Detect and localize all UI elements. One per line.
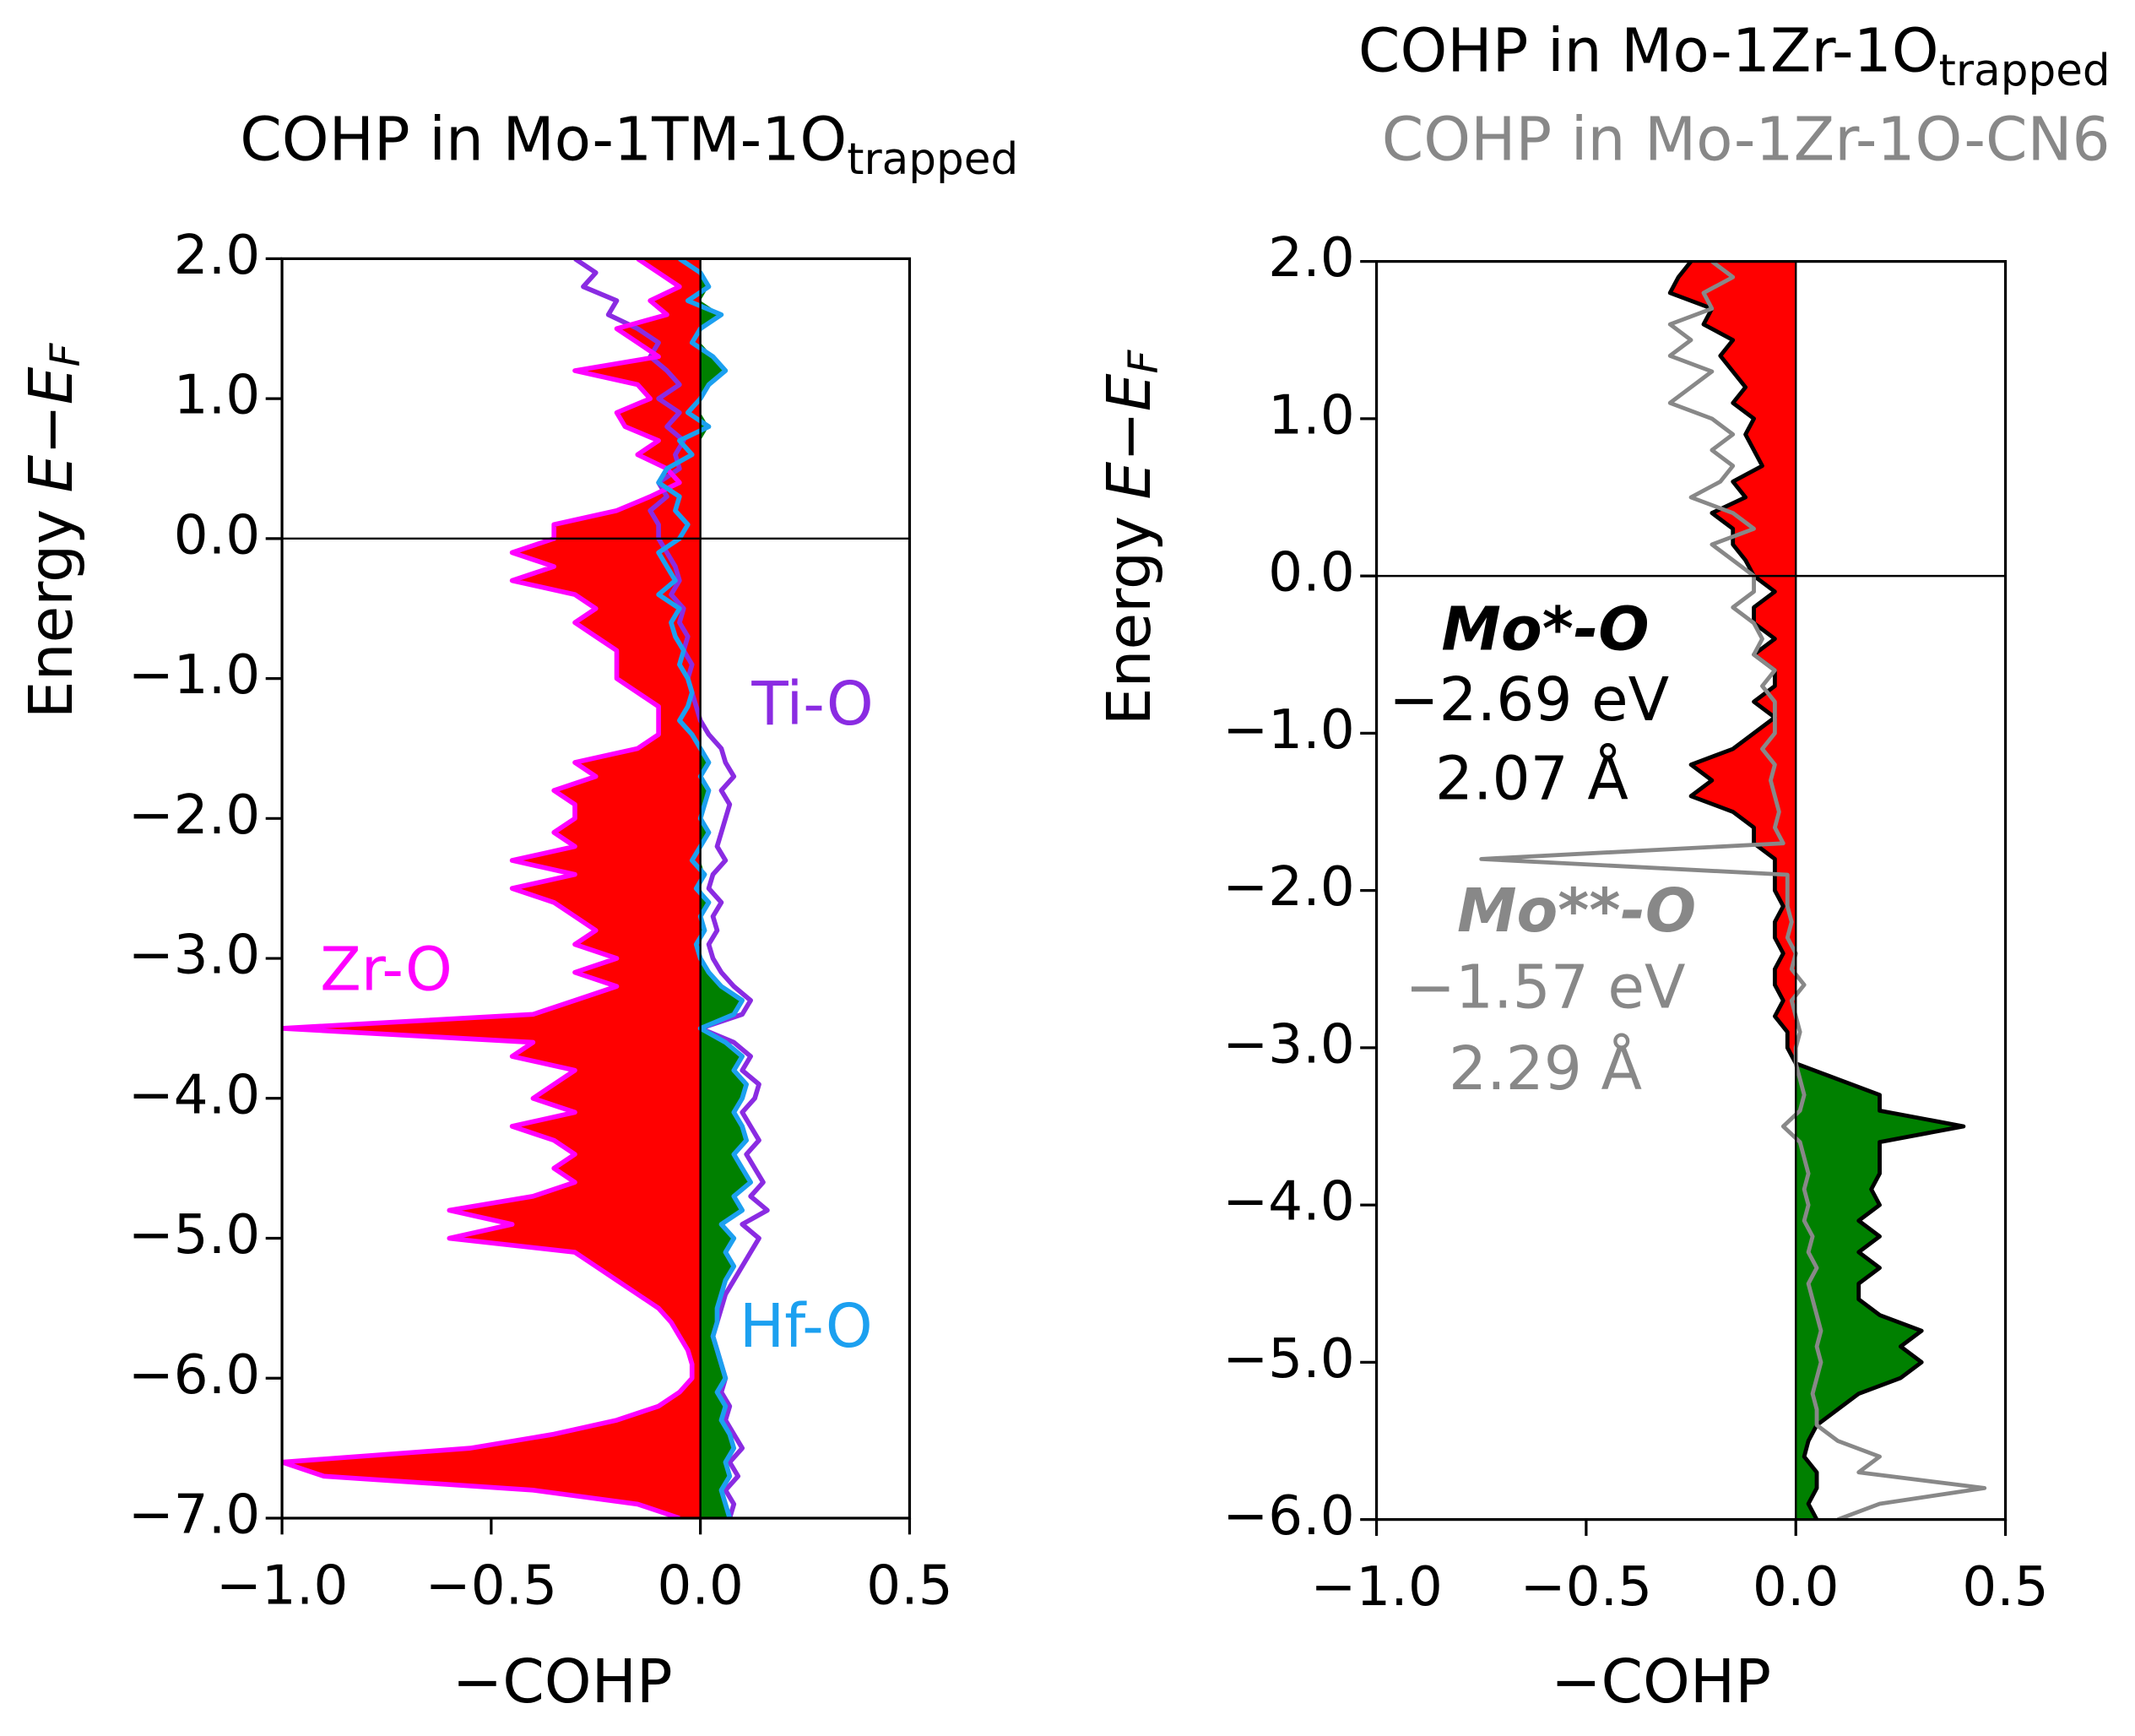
annotation: Mo**-O xyxy=(1457,876,1696,946)
y-tick-label: 2.0 xyxy=(174,224,261,287)
y-tick-label: −4.0 xyxy=(1222,1170,1355,1234)
y-axis-label-word: Energy xyxy=(1093,516,1163,725)
area-fill xyxy=(282,258,701,1518)
y-axis-label-math: E−E xyxy=(15,366,85,492)
annotation: 2.29 Å xyxy=(1449,1033,1642,1104)
chart-title: COHP in Mo-1TM-1Otrapped xyxy=(240,104,1018,185)
series-line xyxy=(1667,261,1966,1520)
x-tick-label: 0.5 xyxy=(1962,1555,2049,1619)
x-tick-label: −1.0 xyxy=(1310,1555,1443,1619)
annotation: Mo*-O xyxy=(1441,594,1649,664)
annotation: Ti-O xyxy=(751,669,873,739)
annotation: −1.57 eV xyxy=(1405,952,1685,1022)
y-tick-label: −3.0 xyxy=(1222,1012,1355,1076)
y-tick-label: −6.0 xyxy=(128,1343,261,1407)
y-axis-label-sub: F xyxy=(42,342,89,366)
x-tick-label: 0.0 xyxy=(657,1554,744,1617)
plot-area xyxy=(282,258,770,1518)
y-axis-label-math: E−E xyxy=(1093,373,1163,499)
annotation: 2.07 Å xyxy=(1435,744,1628,814)
x-tick-label: −0.5 xyxy=(425,1554,558,1617)
y-axis-label-word: Energy xyxy=(15,509,85,719)
y-tick-label: −1.0 xyxy=(128,643,261,707)
chart-title-main: COHP in Mo-1TM-1O xyxy=(240,104,847,174)
annotation: Zr-O xyxy=(320,934,452,1004)
y-tick-label: −1.0 xyxy=(1222,698,1355,762)
area-fill xyxy=(658,258,701,1518)
y-tick-label: −5.0 xyxy=(1222,1327,1355,1391)
y-tick-label: 0.0 xyxy=(174,503,261,567)
annotation: −2.69 eV xyxy=(1389,665,1669,735)
chart-title-sub: trapped xyxy=(847,134,1018,185)
y-axis-label: Energy E−EF xyxy=(15,342,89,719)
y-tick-label: 0.0 xyxy=(1268,541,1355,605)
y-tick-label: −7.0 xyxy=(128,1484,261,1547)
x-tick-label: 0.0 xyxy=(1753,1555,1840,1619)
legend-name: COHP in Mo-1Zr-1O-CN6 xyxy=(1382,104,2111,174)
y-axis-label-sub: F xyxy=(1120,349,1168,373)
y-tick-label: 1.0 xyxy=(1268,383,1355,447)
x-tick-label: 0.5 xyxy=(866,1554,953,1617)
x-axis-label: −COHP xyxy=(452,1646,673,1717)
series-line xyxy=(656,258,753,1518)
series-line xyxy=(1479,261,1987,1520)
series-line xyxy=(573,258,770,1518)
y-tick-label: −4.0 xyxy=(128,1063,261,1126)
legend-entry: COHP in Mo-1Zr-1Otrapped xyxy=(1358,15,2111,96)
y-tick-label: −5.0 xyxy=(128,1203,261,1267)
y-tick-label: 2.0 xyxy=(1268,226,1355,290)
y-tick-label: −2.0 xyxy=(128,784,261,847)
x-tick-label: −1.0 xyxy=(216,1554,349,1617)
legend-entry: COHP in Mo-1Zr-1O-CN6 xyxy=(1382,104,2111,174)
legend-sub: trapped xyxy=(1939,46,2111,96)
y-tick-label: 1.0 xyxy=(174,364,261,427)
x-axis-label: −COHP xyxy=(1551,1646,1771,1717)
area-fill xyxy=(1796,261,1964,1520)
y-tick-label: −6.0 xyxy=(1222,1484,1355,1548)
y-tick-label: −2.0 xyxy=(1222,855,1355,919)
x-tick-label: −0.5 xyxy=(1520,1555,1653,1619)
plot-frame xyxy=(280,257,912,1520)
y-tick-label: −3.0 xyxy=(128,924,261,987)
annotation: Hf-O xyxy=(740,1291,873,1361)
y-axis-label: Energy E−EF xyxy=(1093,349,1168,725)
legend-name: COHP in Mo-1Zr-1O xyxy=(1358,15,1939,85)
